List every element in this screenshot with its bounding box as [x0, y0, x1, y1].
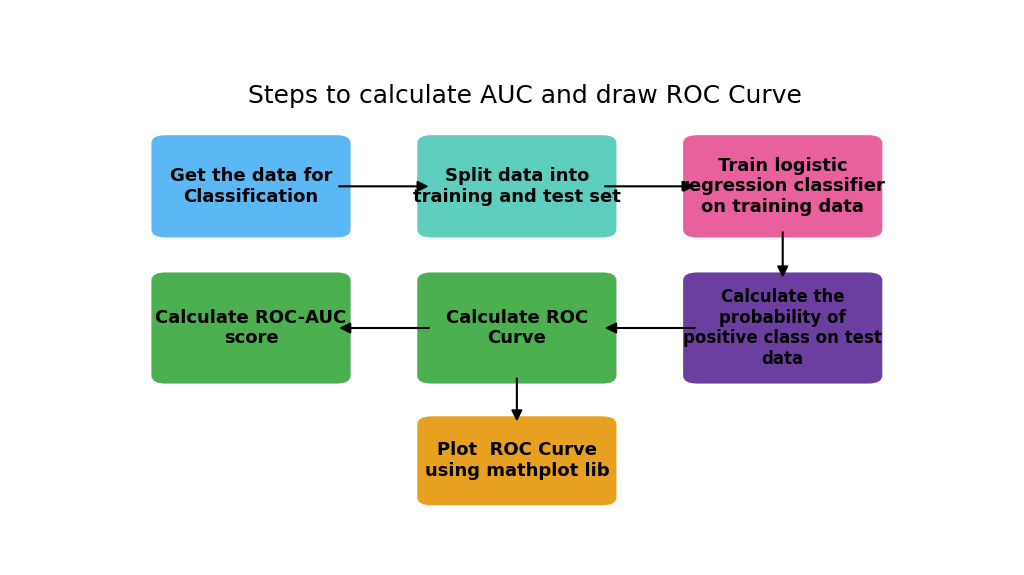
Text: Get the data for
Classification: Get the data for Classification — [170, 167, 332, 206]
Text: Calculate the
probability of
positive class on test
data: Calculate the probability of positive cl… — [683, 288, 882, 368]
FancyBboxPatch shape — [152, 273, 350, 384]
FancyBboxPatch shape — [417, 416, 616, 505]
FancyBboxPatch shape — [152, 135, 350, 237]
Text: Plot  ROC Curve
using mathplot lib: Plot ROC Curve using mathplot lib — [425, 442, 609, 480]
Text: Calculate ROC-AUC
score: Calculate ROC-AUC score — [156, 309, 347, 347]
Text: Train logistic
regression classifier
on training data: Train logistic regression classifier on … — [680, 156, 885, 216]
Text: Steps to calculate AUC and draw ROC Curve: Steps to calculate AUC and draw ROC Curv… — [248, 85, 802, 109]
FancyBboxPatch shape — [417, 135, 616, 237]
Text: Split data into
training and test set: Split data into training and test set — [413, 167, 621, 206]
FancyBboxPatch shape — [683, 135, 883, 237]
FancyBboxPatch shape — [683, 273, 883, 384]
FancyBboxPatch shape — [417, 273, 616, 384]
Text: Calculate ROC
Curve: Calculate ROC Curve — [445, 309, 588, 347]
